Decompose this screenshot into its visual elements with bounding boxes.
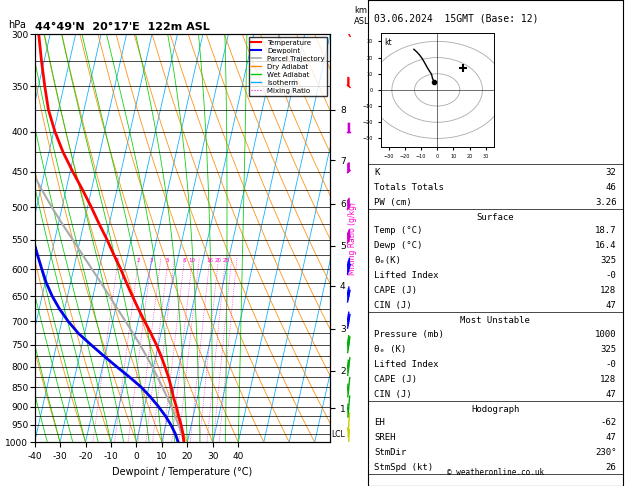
Y-axis label: Mixing Ratio (g/kg): Mixing Ratio (g/kg) [348,202,357,275]
Text: K: K [374,168,380,177]
Text: kt: kt [384,38,391,47]
Text: 128: 128 [600,286,616,295]
Text: km
ASL: km ASL [354,6,369,26]
Text: StmSpd (kt): StmSpd (kt) [374,463,433,472]
Text: hPa: hPa [8,20,26,30]
Text: 10: 10 [189,259,196,263]
Text: CIN (J): CIN (J) [374,301,412,311]
Legend: Temperature, Dewpoint, Parcel Trajectory, Dry Adiabat, Wet Adiabat, Isotherm, Mi: Temperature, Dewpoint, Parcel Trajectory… [249,37,326,96]
Text: 2: 2 [136,259,140,263]
Text: 46: 46 [606,183,616,192]
Text: 1000: 1000 [595,330,616,339]
Text: 47: 47 [606,390,616,399]
Text: 26: 26 [606,463,616,472]
Text: 03.06.2024  15GMT (Base: 12): 03.06.2024 15GMT (Base: 12) [374,14,539,24]
Text: Totals Totals: Totals Totals [374,183,444,192]
Text: © weatheronline.co.uk: © weatheronline.co.uk [447,468,544,477]
Text: Pressure (mb): Pressure (mb) [374,330,444,339]
Text: 5: 5 [166,259,169,263]
Text: θₑ(K): θₑ(K) [374,256,401,265]
Text: 325: 325 [600,345,616,354]
Text: -0: -0 [606,360,616,369]
Text: Surface: Surface [477,213,514,222]
Text: 32: 32 [606,168,616,177]
Text: CIN (J): CIN (J) [374,390,412,399]
Text: Temp (°C): Temp (°C) [374,226,423,235]
Text: Hodograph: Hodograph [471,405,520,414]
Text: 1: 1 [116,259,120,263]
Text: 8: 8 [182,259,186,263]
Text: 20: 20 [214,259,221,263]
Text: Lifted Index: Lifted Index [374,360,439,369]
Text: CAPE (J): CAPE (J) [374,286,417,295]
Text: 16: 16 [206,259,213,263]
Text: PW (cm): PW (cm) [374,198,412,207]
Text: 128: 128 [600,375,616,384]
Text: StmDir: StmDir [374,448,406,457]
Text: θₑ (K): θₑ (K) [374,345,406,354]
X-axis label: Dewpoint / Temperature (°C): Dewpoint / Temperature (°C) [113,467,252,477]
Text: 44°49'N  20°17'E  122m ASL: 44°49'N 20°17'E 122m ASL [35,22,209,32]
Text: 47: 47 [606,433,616,442]
Text: 18.7: 18.7 [595,226,616,235]
Text: 3.26: 3.26 [595,198,616,207]
Text: 230°: 230° [595,448,616,457]
Text: Most Unstable: Most Unstable [460,316,530,326]
Text: 16.4: 16.4 [595,241,616,250]
Text: Dewp (°C): Dewp (°C) [374,241,423,250]
Text: 3: 3 [149,259,153,263]
Text: -0: -0 [606,271,616,280]
Text: CAPE (J): CAPE (J) [374,375,417,384]
Text: EH: EH [374,418,385,427]
Text: -62: -62 [600,418,616,427]
Text: 47: 47 [606,301,616,311]
Text: Lifted Index: Lifted Index [374,271,439,280]
Text: 325: 325 [600,256,616,265]
Text: LCL: LCL [331,430,345,439]
Text: SREH: SREH [374,433,396,442]
Text: 25: 25 [223,259,230,263]
